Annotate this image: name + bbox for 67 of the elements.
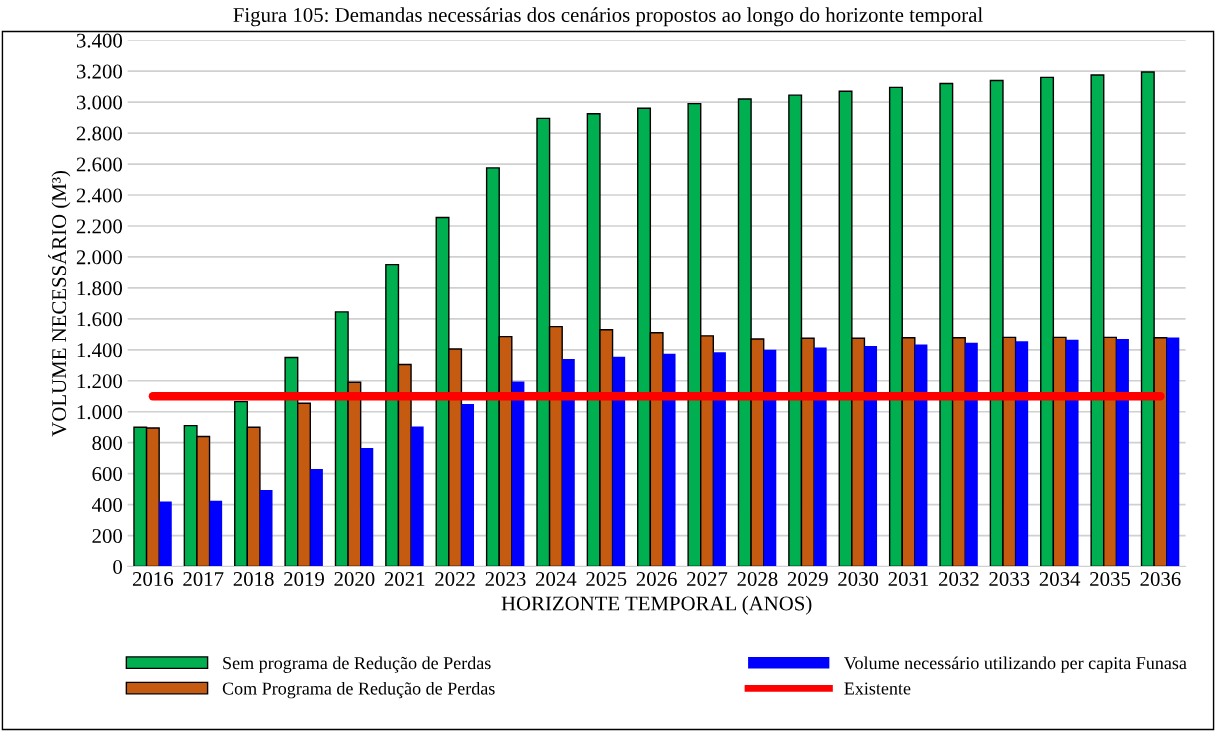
x-tick-label: 2017 <box>183 571 224 587</box>
y-tick-label: 2.800 <box>76 126 123 141</box>
x-tick-label: 2018 <box>233 571 274 587</box>
bar <box>310 469 323 567</box>
y-tick-label: 600 <box>92 467 123 482</box>
x-tick-label: 2016 <box>132 571 174 587</box>
y-tick-label: 1.200 <box>77 374 123 389</box>
legend-label: Existente <box>844 682 911 695</box>
y-tick-label: 2.400 <box>76 188 123 203</box>
x-tick-label: 2035 <box>1090 571 1131 587</box>
x-tick-label: 2032 <box>938 571 979 587</box>
bar <box>763 349 777 567</box>
bar <box>1116 338 1129 567</box>
x-tick-label: 2021 <box>384 571 425 587</box>
bar <box>511 381 525 567</box>
bar <box>1166 337 1180 567</box>
x-tick-label: 2033 <box>989 571 1030 587</box>
x-tick-label: 2022 <box>435 571 475 587</box>
x-tick-label: 2034 <box>1039 571 1081 587</box>
bar <box>662 353 676 567</box>
x-tick-label: 2024 <box>535 571 577 587</box>
y-tick-label: 1.400 <box>77 343 123 358</box>
bar <box>360 448 374 567</box>
x-tick-label: 2025 <box>586 571 627 587</box>
bar <box>864 345 878 567</box>
x-tick-label: 2030 <box>838 571 879 587</box>
bar <box>411 426 424 567</box>
y-tick-label: 800 <box>92 436 123 451</box>
y-tick-label: 2.200 <box>76 219 123 234</box>
bar <box>1065 339 1079 567</box>
x-tick-label: 2028 <box>737 571 778 587</box>
x-axis-title: HORIZONTE TEMPORAL (ANOS) <box>501 595 812 615</box>
bar <box>914 344 928 567</box>
y-tick-label: 2.600 <box>76 157 123 172</box>
legend-label: Volume necessário utilizando per capita Funasa <box>844 656 1187 673</box>
x-tick-label: 2027 <box>687 571 728 587</box>
y-tick-label: 2.000 <box>76 250 123 265</box>
x-tick-label: 2023 <box>485 571 526 587</box>
x-tick-label: 2019 <box>284 571 324 587</box>
bar <box>562 359 575 567</box>
legend-label: Sem programa de Redução de Perdas <box>223 656 491 673</box>
y-tick-label: 200 <box>92 528 123 543</box>
y-axis-title: VOLUME NECESSÁRIO (M³) <box>48 170 71 437</box>
bar <box>612 356 626 567</box>
x-tick-label: 2026 <box>636 571 677 587</box>
bar <box>159 501 172 567</box>
bar <box>1015 341 1029 567</box>
y-tick-label: 3.400 <box>76 33 123 48</box>
x-tick-label: 2029 <box>787 571 828 587</box>
bar <box>965 342 978 567</box>
bar <box>814 347 827 567</box>
legend-label: Com Programa de Redução de Perdas <box>222 681 495 699</box>
y-tick-label: 3.200 <box>76 64 123 79</box>
bar <box>713 352 726 567</box>
y-tick-label: 0 <box>113 559 123 574</box>
y-tick-label: 1.600 <box>77 312 123 327</box>
y-tick-label: 400 <box>91 497 123 513</box>
bar <box>209 500 223 567</box>
bar <box>259 489 273 567</box>
x-tick-label: 2036 <box>1140 571 1181 587</box>
x-tick-label: 2020 <box>334 571 375 587</box>
x-tick-label: 2031 <box>888 571 929 587</box>
bar <box>461 403 475 567</box>
chart-title: Figura 105: Demandas necessárias dos cenários propostos ao longo do horizonte temporal <box>233 7 983 27</box>
y-tick-label: 1.000 <box>77 405 123 420</box>
y-tick-label: 1.800 <box>77 281 123 296</box>
y-tick-label: 3.000 <box>76 95 123 110</box>
